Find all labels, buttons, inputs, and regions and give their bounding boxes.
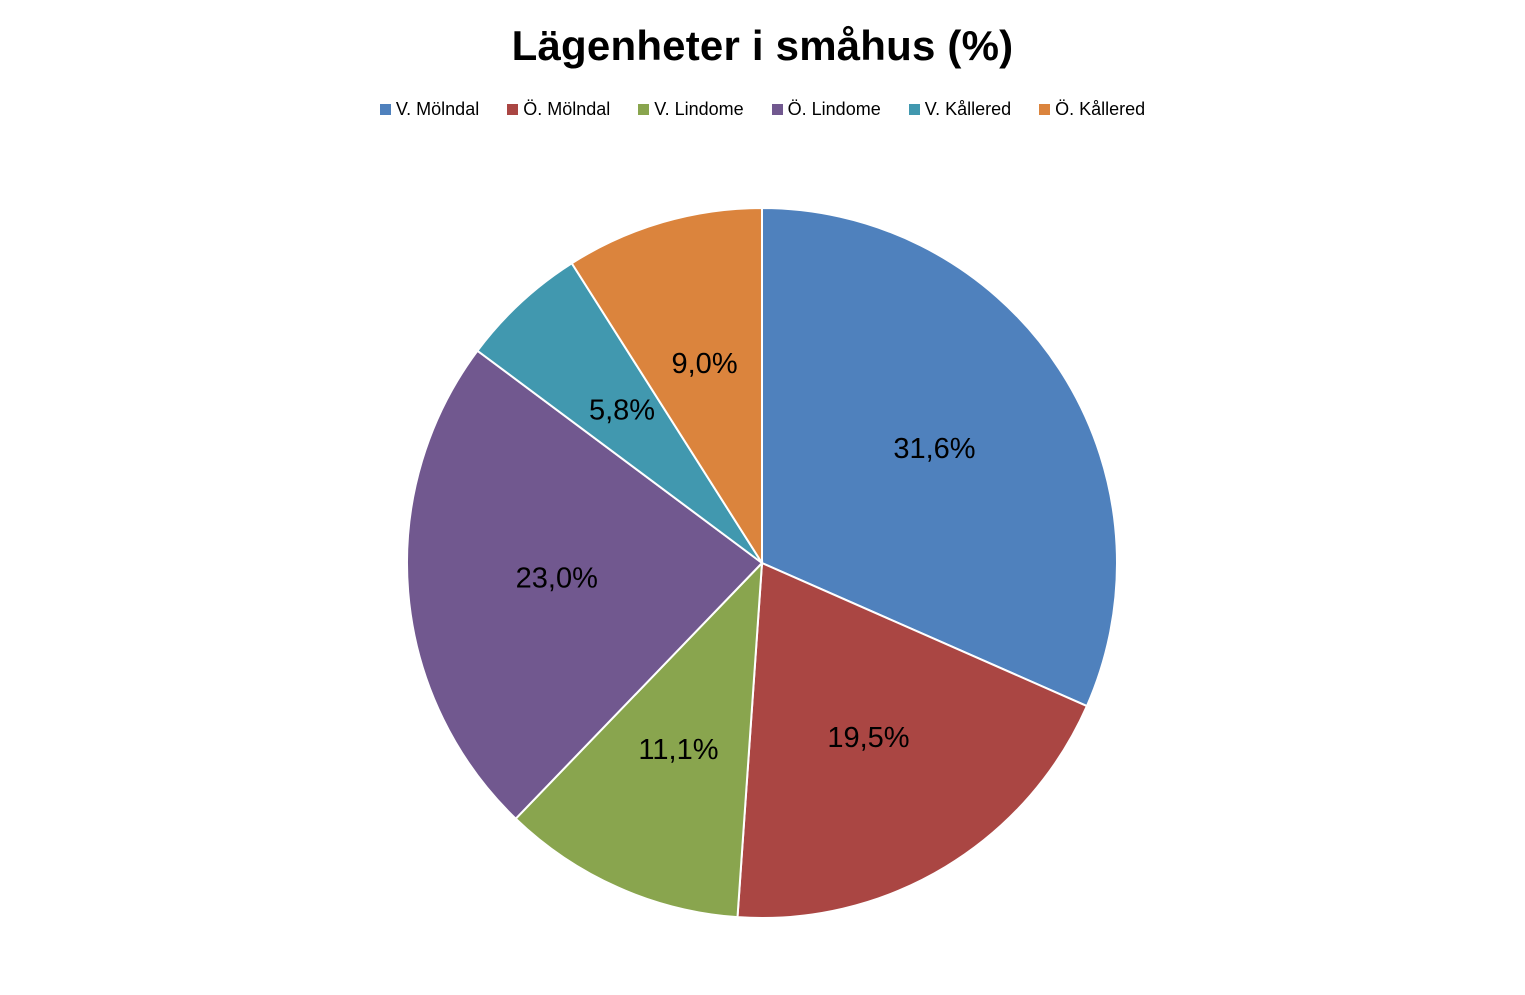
slice-data-label: 11,1%: [638, 734, 718, 766]
legend-swatch: [507, 104, 519, 115]
slice-data-label: 23,0%: [516, 562, 598, 594]
pie-labels: 31,6% 19,5% 11,1% 23,0% 5,8% 9,0%: [516, 348, 976, 766]
legend-swatch: [908, 104, 920, 115]
chart-title: Lägenheter i småhus (%): [511, 22, 1014, 69]
legend-item: V. Kållered: [908, 99, 1012, 120]
legend-label: Ö. Kållered: [1055, 99, 1146, 119]
pie-slice: [570, 206, 763, 567]
legend-item: Ö. Kållered: [1039, 99, 1145, 120]
legend-label: Ö. Lindome: [787, 99, 881, 119]
legend-label: Ö. Mölndal: [523, 99, 611, 119]
legend-item: V. Mölndal: [379, 99, 480, 120]
legend-swatch: [771, 104, 783, 115]
slice-data-label: 19,5%: [827, 722, 909, 754]
legend-swatch: [1039, 104, 1051, 115]
pie-slice: [761, 206, 1118, 708]
legend-label: V. Lindome: [654, 99, 744, 119]
legend-swatch: [638, 104, 650, 115]
legend-label: V. Kållered: [924, 99, 1012, 119]
legend: V. Mölndal Ö. Mölndal V. Lindome Ö. Lindome…: [0, 99, 1525, 120]
pie-slice: [406, 349, 764, 821]
legend-label: V. Mölndal: [395, 99, 480, 119]
legend-swatch: [379, 104, 391, 115]
legend-item: Ö. Lindome: [771, 99, 881, 120]
pie-slice: [736, 561, 1089, 919]
legend-item: V. Lindome: [638, 99, 744, 120]
slice-data-label: 5,8%: [589, 395, 655, 427]
pie-slices: [406, 206, 1118, 919]
slice-data-label: 9,0%: [672, 348, 738, 380]
legend-item: Ö. Mölndal: [507, 99, 610, 120]
pie-slice: [514, 560, 764, 919]
slice-data-label: 31,6%: [893, 433, 975, 465]
pie-slice: [476, 261, 763, 564]
